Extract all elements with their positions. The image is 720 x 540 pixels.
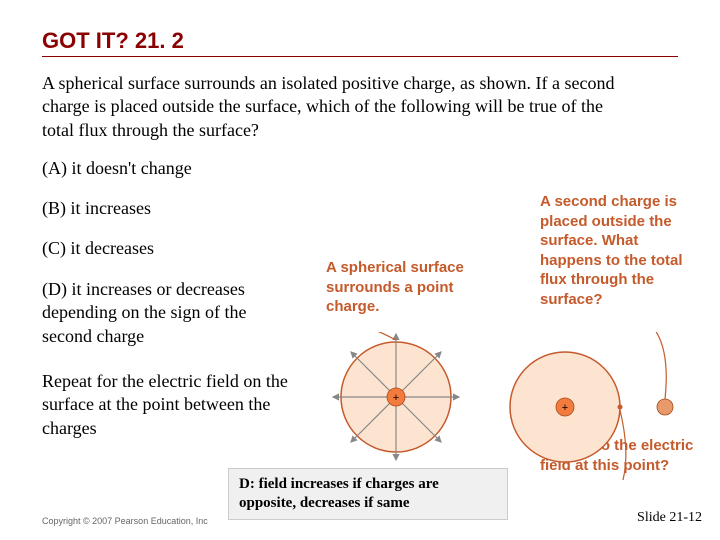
diagram-sphere-with-second-charge: + xyxy=(495,332,705,482)
slide-number: Slide 21-12 xyxy=(637,510,702,526)
option-a: (A) it doesn't change xyxy=(42,158,192,179)
page-title: GOT IT? 21. 2 xyxy=(42,28,184,54)
diagram-caption-1: A spherical surface surrounds a point ch… xyxy=(326,258,466,317)
option-d: (D) it increases or decreases depending … xyxy=(42,278,292,348)
svg-text:+: + xyxy=(562,402,568,414)
answer-box: D: field increases if charges are opposi… xyxy=(228,468,508,520)
question-text: A spherical surface surrounds an isolate… xyxy=(42,72,622,142)
option-b: (B) it increases xyxy=(42,198,151,219)
svg-text:+: + xyxy=(393,392,399,404)
repeat-prompt: Repeat for the electric field on the sur… xyxy=(42,370,302,440)
copyright-text: Copyright © 2007 Pearson Education, Inc xyxy=(42,516,208,526)
diagram-caption-2: A second charge is placed outside the su… xyxy=(540,192,695,309)
title-underline xyxy=(42,56,678,57)
diagram-sphere-single: + xyxy=(326,332,466,462)
option-c: (C) it decreases xyxy=(42,238,154,259)
